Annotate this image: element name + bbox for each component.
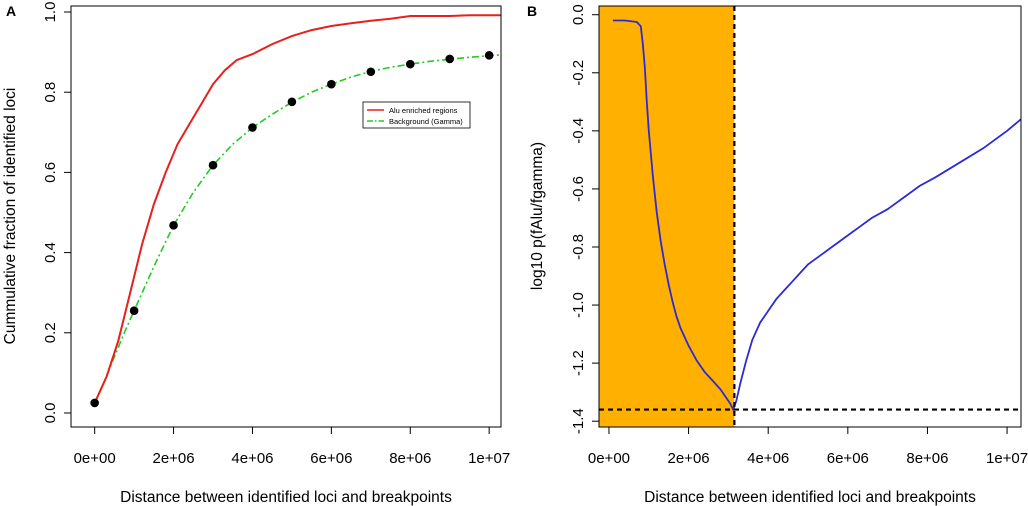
legend-entry-alu: Alu enriched regions bbox=[389, 106, 458, 115]
panel-b-label: B bbox=[527, 3, 537, 19]
alu-data-point bbox=[129, 306, 139, 316]
panel-b-y-axis: 0.0 -0.2 -0.4 -0.6 -0.8 -1.0 -1.2 -1.4 bbox=[570, 4, 599, 434]
panel-b-y-tick-label: -1.0 bbox=[570, 292, 587, 318]
panel-b-x-tick-label: 8e+06 bbox=[906, 450, 948, 467]
panel-a-y-axis: 0.0 0.2 0.4 0.6 0.8 1.0 bbox=[42, 2, 71, 424]
panel-b-y-axis-label: log10 p(fAlu/fgamma) bbox=[529, 142, 546, 290]
panel-a: A 0e+00 2e+06 4e+06 6e+06 8e+06 1e+07 0.00.20… bbox=[2, 2, 510, 506]
panel-b-x-tick-label: 0e+00 bbox=[588, 450, 630, 467]
panel-b-x-tick-label: 1e+07 bbox=[986, 450, 1028, 467]
panel-b-x-axis: 0e+00 2e+06 4e+06 6e+06 8e+06 1e+07 bbox=[588, 427, 1028, 467]
legend-box bbox=[362, 101, 471, 129]
alu-data-point bbox=[327, 79, 336, 89]
alu-data-point bbox=[287, 97, 297, 107]
panel-a-x-tick-label: 2e+06 bbox=[152, 450, 194, 467]
panel-b-y-tick-label: -0.6 bbox=[570, 176, 587, 202]
panel-a-y-tick-label: 0.8 bbox=[42, 82, 59, 103]
panel-b-y-tick-label: -0.2 bbox=[570, 60, 587, 86]
alu-data-point bbox=[405, 59, 415, 69]
panel-a-x-axis-label: Distance between identified loci and bre… bbox=[120, 489, 452, 506]
panel-b-x-tick-label: 4e+06 bbox=[747, 450, 789, 467]
panel-a-x-tick-label: 0e+00 bbox=[74, 450, 116, 467]
panel-b-y-tick-label: -1.2 bbox=[570, 350, 587, 376]
legend-entry-gamma: Background (Gamma) bbox=[389, 117, 463, 126]
panel-a-x-axis: 0e+00 2e+06 4e+06 6e+06 8e+06 1e+07 bbox=[74, 427, 510, 467]
panel-b-x-tick-label: 6e+06 bbox=[827, 450, 869, 467]
panel-b: B 0e+00 2e+06 4e+06 6e+06 8e+06 1e+07 0.0 -0.2… bbox=[527, 3, 1028, 506]
series-line-alu-enriched bbox=[93, 14, 501, 404]
alu-data-point bbox=[484, 51, 494, 60]
panel-b-y-tick-label: 0.0 bbox=[570, 4, 587, 25]
panel-a-y-axis-label: Cummulative fraction of identified loci bbox=[2, 88, 19, 345]
alu-data-point bbox=[169, 221, 178, 230]
panel-b-y-tick-label: -0.4 bbox=[570, 118, 587, 144]
panel-b-x-tick-label: 2e+06 bbox=[668, 450, 710, 467]
panel-a-y-tick-label: 1.0 bbox=[42, 2, 59, 23]
panel-b-plot-frame bbox=[598, 5, 1022, 428]
panel-a-legend: Alu enriched regions Background (Gamma) bbox=[362, 101, 471, 129]
panel-a-x-tick-label: 6e+06 bbox=[310, 450, 352, 467]
panel-a-y-tick-label: 0.2 bbox=[42, 322, 59, 343]
panel-a-plot-frame bbox=[70, 5, 502, 428]
panel-a-y-tick-label: 0.6 bbox=[42, 162, 59, 183]
panel-a-y-tick-label: 0.0 bbox=[42, 403, 59, 424]
panel-a-x-tick-label: 1e+07 bbox=[468, 450, 510, 467]
alu-data-point bbox=[248, 123, 257, 132]
panel-b-shaded-region bbox=[599, 6, 735, 427]
panel-a-x-tick-label: 4e+06 bbox=[231, 450, 273, 467]
alu-data-point bbox=[366, 67, 376, 77]
panel-a-y-tick-label: 0.4 bbox=[42, 242, 59, 263]
panel-b-y-tick-label: -0.8 bbox=[570, 234, 587, 260]
panel-b-y-tick-label: -1.4 bbox=[570, 408, 587, 434]
panel-a-series bbox=[90, 14, 501, 408]
alu-data-point bbox=[208, 160, 218, 170]
alu-data-point bbox=[445, 54, 455, 64]
panel-a-label: A bbox=[6, 3, 16, 19]
panel-b-x-axis-label: Distance between identified loci and bre… bbox=[644, 489, 976, 506]
panel-a-x-tick-label: 8e+06 bbox=[389, 450, 431, 467]
alu-data-point bbox=[90, 398, 99, 408]
